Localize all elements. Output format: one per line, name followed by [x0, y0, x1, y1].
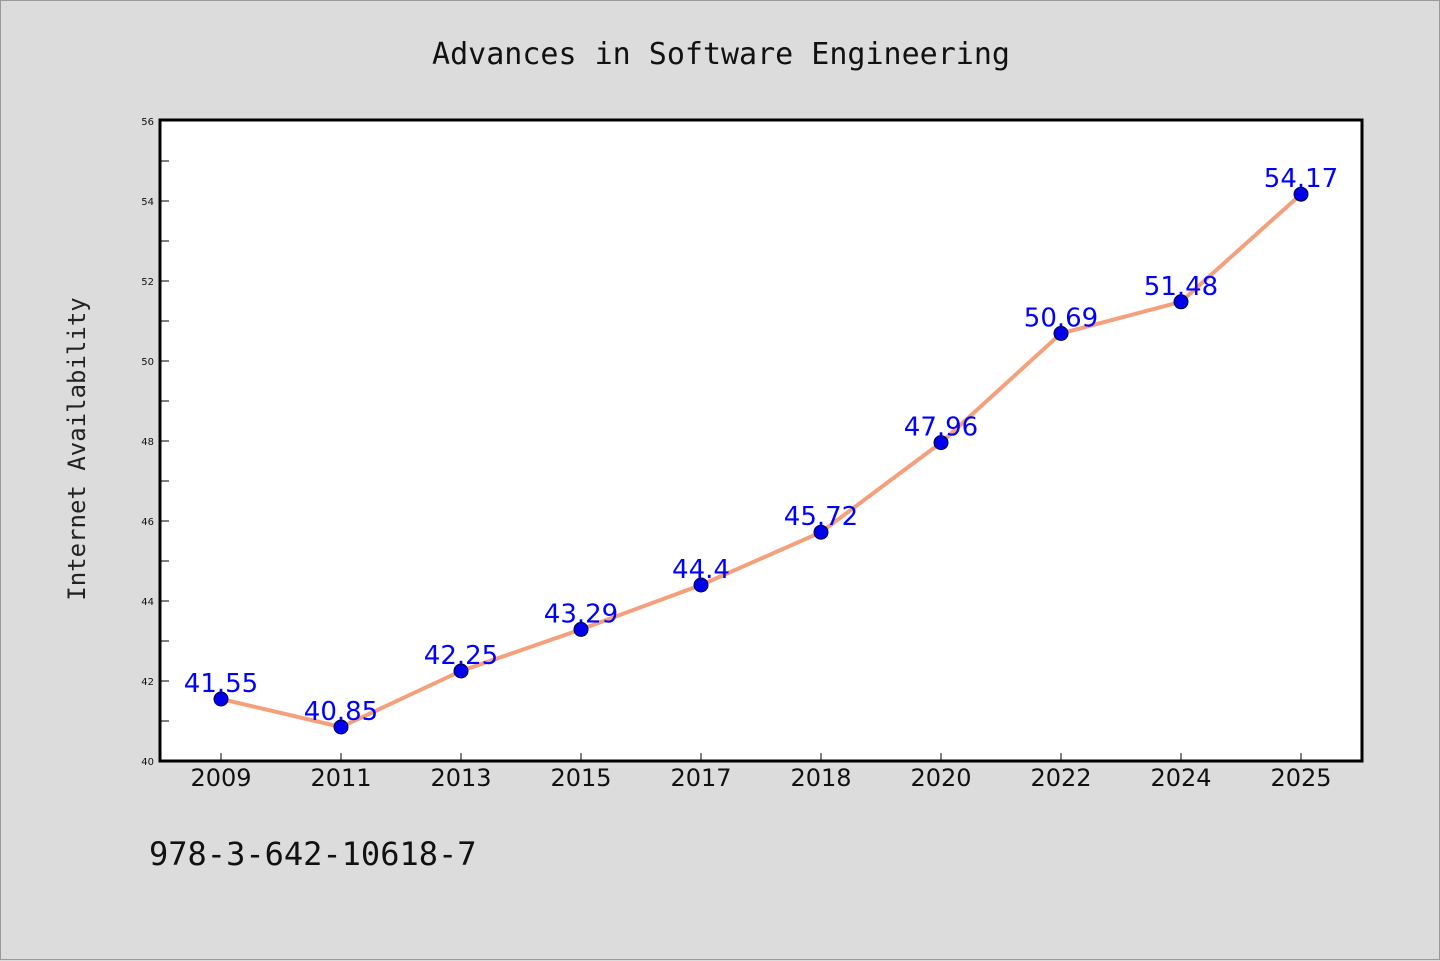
data-point [813, 524, 829, 540]
y-tick-label: 44 [141, 597, 154, 608]
data-label: 47.96 [904, 413, 978, 443]
data-point [573, 621, 589, 637]
data-label: 44.4 [672, 555, 730, 585]
data-label: 45.72 [784, 502, 858, 532]
data-label: 42.25 [424, 641, 498, 671]
data-label: 50.69 [1024, 303, 1098, 333]
isbn-annotation: 978-3-642-10618-7 [149, 835, 477, 873]
data-label: 40.85 [304, 697, 378, 727]
y-axis-label: Internet Availability [63, 297, 91, 600]
y-tick-label: 50 [141, 357, 154, 368]
x-tick-label: 2025 [1270, 764, 1331, 792]
y-axis: 40 42 44 46 48 50 52 54 56 [141, 117, 169, 768]
y-tick-label: 54 [141, 197, 154, 208]
x-tick-label: 2015 [550, 764, 611, 792]
series-layer: 41.55 40.85 42.25 43.29 44.4 45.72 47.96 50.69 5… [184, 164, 1338, 735]
x-axis: 2009 2011 2013 2015 2017 2018 2020 2022 2024 2025 [190, 753, 1332, 792]
y-tick-label: 46 [141, 517, 154, 528]
data-point [933, 435, 949, 451]
y-tick-label: 42 [141, 677, 154, 688]
data-point [1053, 325, 1069, 341]
data-label: 51.48 [1144, 272, 1218, 302]
plot-area [158, 118, 1364, 763]
data-point [693, 577, 709, 593]
data-point [213, 691, 229, 707]
x-tick-label: 2022 [1030, 764, 1091, 792]
data-point [453, 663, 469, 679]
series-line [220, 192, 1303, 729]
data-point [1173, 294, 1189, 310]
y-tick-label: 52 [141, 277, 154, 288]
x-tick-label: 2020 [910, 764, 971, 792]
x-tick-label: 2013 [430, 764, 491, 792]
data-label: 43.29 [544, 599, 618, 629]
x-tick-label: 2018 [790, 764, 851, 792]
x-tick-label: 2024 [1150, 764, 1211, 792]
data-label: 41.55 [184, 669, 258, 699]
x-tick-label: 2011 [310, 764, 371, 792]
y-tick-label: 40 [141, 757, 154, 768]
x-tick-label: 2017 [670, 764, 731, 792]
data-label: 54.17 [1264, 164, 1338, 194]
data-point [333, 719, 349, 735]
data-point [1293, 186, 1309, 202]
chart-title: Advances in Software Engineering [432, 37, 1010, 72]
x-tick-label: 2009 [190, 764, 251, 792]
y-tick-label: 56 [141, 117, 154, 128]
y-tick-label: 48 [141, 437, 154, 448]
